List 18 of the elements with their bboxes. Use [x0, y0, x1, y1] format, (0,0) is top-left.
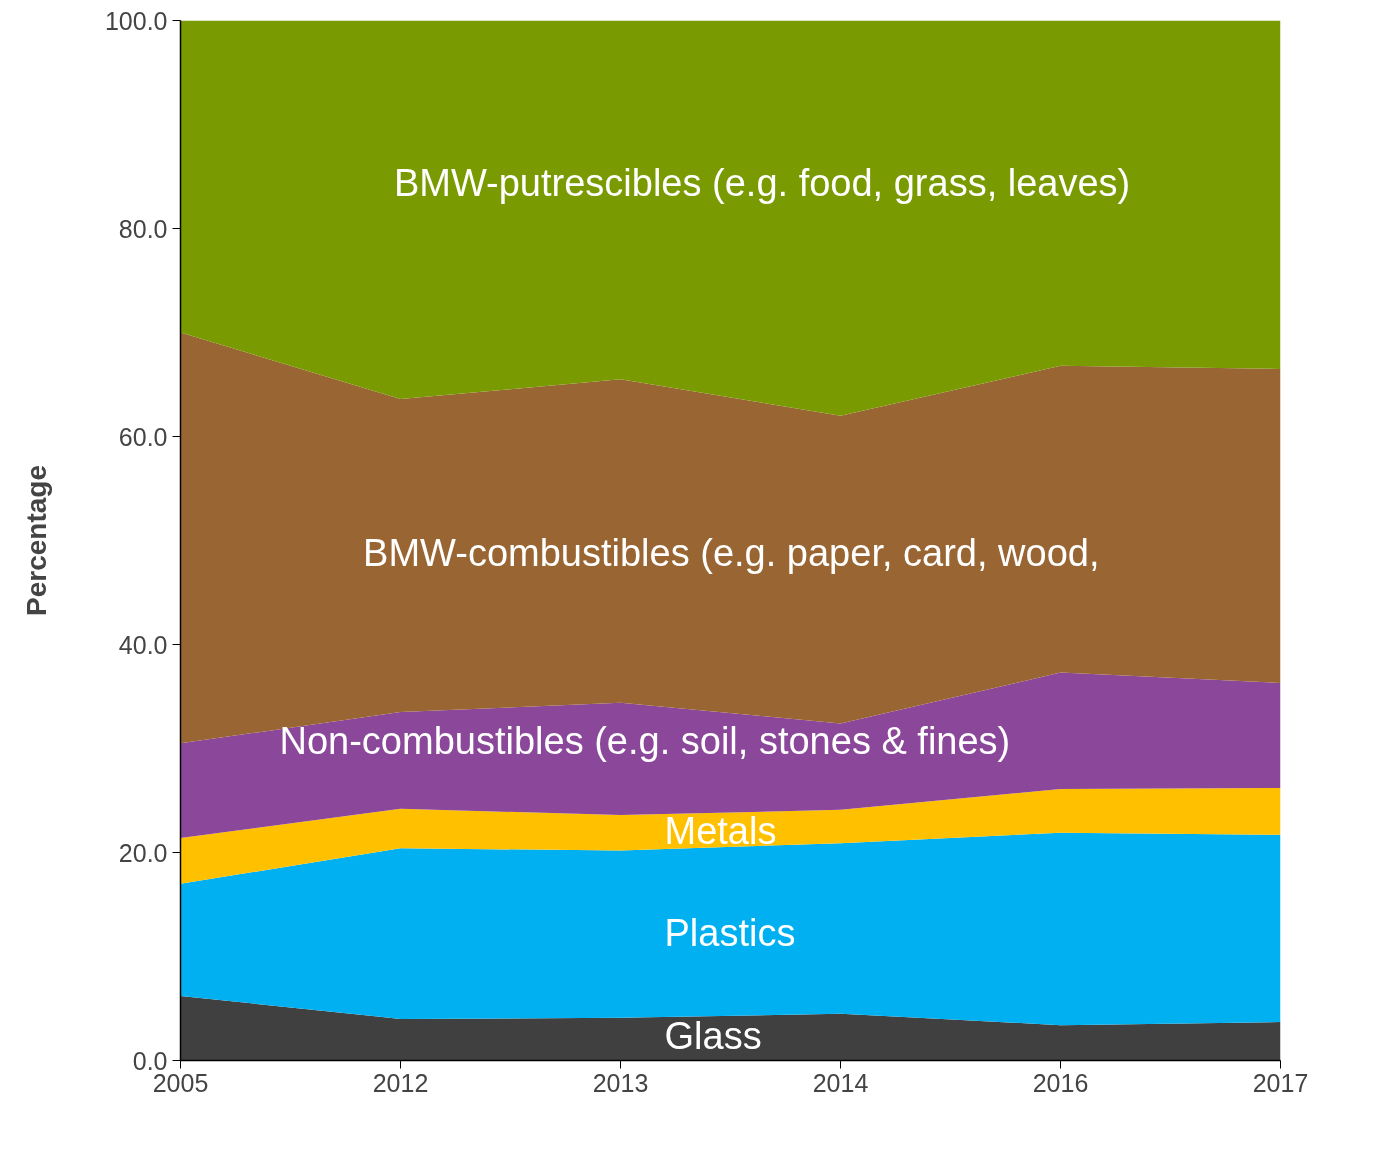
y-tick-label: 60.0	[118, 422, 168, 451]
x-tick-label: 2013	[592, 1068, 649, 1097]
y-tick-label: 40.0	[118, 630, 168, 659]
series-label: BMW-combustibles (e.g. paper, card, wood,	[363, 531, 1100, 574]
x-tick-label: 2012	[372, 1068, 429, 1097]
y-axis-title: Percentage	[20, 465, 52, 616]
x-tick-label: 2016	[1032, 1068, 1089, 1097]
x-tick-label: 2017	[1252, 1068, 1309, 1097]
series-label: Non-combustibles (e.g. soil, stones & fines)	[279, 719, 1011, 762]
y-tick-label: 100.0	[104, 6, 168, 35]
x-tick-label: 2014	[812, 1068, 869, 1097]
series-label: Metals	[664, 810, 777, 853]
y-tick-label: 20.0	[118, 838, 168, 867]
y-tick-label: 80.0	[118, 214, 168, 243]
y-tick-label: 0.0	[132, 1046, 168, 1075]
series-label: BMW-putrescibles (e.g. food, grass, leaves)	[393, 161, 1131, 204]
series-label: Plastics	[664, 912, 796, 954]
series-label: Glass	[664, 1014, 762, 1057]
